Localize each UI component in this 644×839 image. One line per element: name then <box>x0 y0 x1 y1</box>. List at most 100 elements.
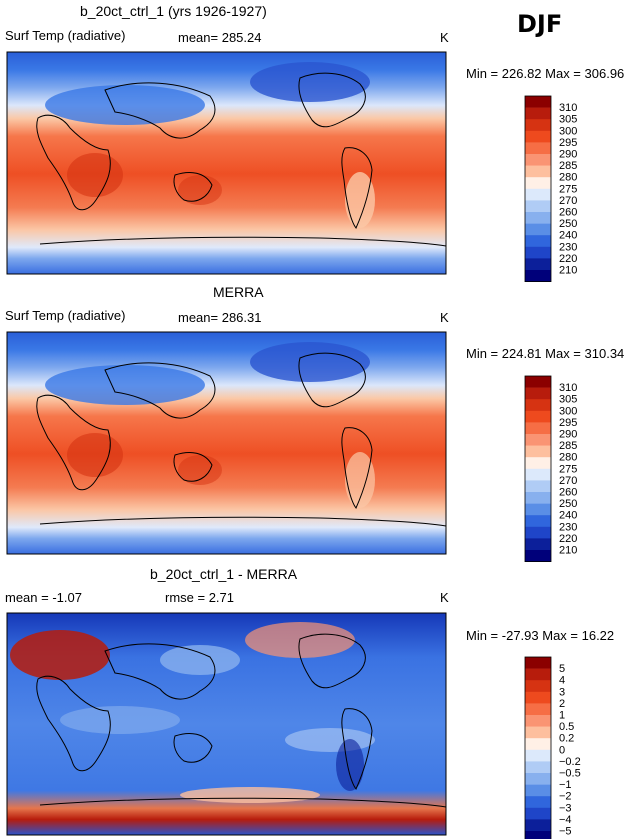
colorbar-2-tick-label: 240 <box>559 510 577 522</box>
colorbar-1-segment <box>525 188 551 201</box>
colorbar-3-tick-label: −4 <box>559 814 572 826</box>
colorbar-1-segment <box>525 223 551 236</box>
panel-2-mean: mean= 286.31 <box>178 310 262 325</box>
colorbar-2-segment <box>525 468 551 481</box>
colorbar-1-segment <box>525 212 551 224</box>
colorbar-3-tick-label: −0.5 <box>559 768 581 780</box>
colorbar-3-segment <box>525 784 551 797</box>
colorbar-1-tick-label: 305 <box>559 114 577 126</box>
colorbar-3-segment <box>525 668 551 681</box>
colorbar-1-tick-label: 230 <box>559 241 577 253</box>
colorbar-3-segment <box>525 715 551 727</box>
colorbar-3-tick-label: −5 <box>559 826 572 838</box>
panel-3-units: K <box>440 590 449 605</box>
map-2 <box>6 331 447 555</box>
colorbar-2-segment <box>525 376 551 388</box>
colorbar-2-segment <box>525 445 551 458</box>
colorbar-2-segment <box>525 515 551 528</box>
colorbar-1-outline <box>524 95 552 283</box>
colorbar-1-tick-label: 260 <box>559 207 577 219</box>
colorbar-3-tick-label: −3 <box>559 802 572 814</box>
colorbar-3-tick-label: 3 <box>559 686 565 698</box>
colorbar-3-segment <box>525 796 551 809</box>
colorbar-1-segment <box>525 107 551 120</box>
colorbar-1-tick-label: 285 <box>559 160 577 172</box>
colorbar-1-segment <box>525 154 551 166</box>
colorbar-1-segment <box>525 246 551 259</box>
panel-3-rmse: rmse = 2.71 <box>165 590 235 605</box>
colorbar-3-tick-label: 5 <box>559 663 565 675</box>
colorbar-2-segment <box>525 480 551 493</box>
colorbar-2-tick-label: 230 <box>559 521 577 533</box>
map-1 <box>6 51 447 275</box>
colorbar-2-tick-label: 270 <box>559 475 577 487</box>
colorbar-3-tick-label: 4 <box>559 675 565 687</box>
colorbar-3-tick-label: 0 <box>559 744 565 756</box>
panel-2-title: MERRA <box>213 284 264 300</box>
colorbar-2-outline <box>524 375 552 563</box>
colorbar-3-tick-label: 1 <box>559 710 565 722</box>
colorbar-2-segment <box>525 550 551 562</box>
colorbar-3-tick-label: 0.2 <box>559 733 574 745</box>
panel-2-variable: Surf Temp (radiative) <box>5 308 126 323</box>
colorbar-2-tick-label: 250 <box>559 498 577 510</box>
colorbar-1-tick-label: 300 <box>559 125 577 137</box>
colorbar-2-tick-label: 290 <box>559 429 577 441</box>
colorbar-3-segment <box>525 819 551 832</box>
panel-1-units: K <box>440 30 449 45</box>
colorbar-3-segment <box>525 657 551 669</box>
colorbar-3-segment <box>525 691 551 704</box>
colorbar-2-tick-label: 275 <box>559 463 577 475</box>
colorbar-2-segment <box>525 387 551 400</box>
colorbar-3-segment <box>525 726 551 739</box>
colorbar-3-tick-label: −0.2 <box>559 756 581 768</box>
colorbar-2-segment <box>525 410 551 423</box>
colorbar-2-tick-label: 300 <box>559 405 577 417</box>
panel-3-title: b_20ct_ctrl_1 - MERRA <box>150 566 298 582</box>
colorbar-3-outline <box>524 656 552 839</box>
colorbar-1-segment <box>525 96 551 108</box>
colorbar-3-segment <box>525 761 551 774</box>
colorbar-1-tick-label: 290 <box>559 149 577 161</box>
colorbar-1-segment <box>525 270 551 282</box>
panel-3-mean: mean = -1.07 <box>5 590 82 605</box>
panel-2-minmax: Min = 224.81 Max = 310.34 <box>466 346 625 361</box>
colorbar-2-segment <box>525 457 551 470</box>
colorbar-1-tick-label: 270 <box>559 195 577 207</box>
colorbar-1-tick-label: 275 <box>559 183 577 195</box>
colorbar-3-segment <box>525 831 551 839</box>
panel-2-units: K <box>440 310 449 325</box>
panel-1-title: b_20ct_ctrl_1 (yrs 1926-1927) <box>80 3 267 19</box>
colorbar-2-tick-label: 210 <box>559 545 577 557</box>
colorbar-2-segment <box>525 503 551 516</box>
colorbar-2-segment <box>525 399 551 412</box>
colorbar-1-segment <box>525 235 551 248</box>
colorbar-1-tick-label: 210 <box>559 265 577 277</box>
colorbar-2-tick-label: 295 <box>559 417 577 429</box>
colorbar-3-segment <box>525 773 551 785</box>
colorbar-3-segment <box>525 703 551 716</box>
colorbar-2: 3103053002952902852802752702602502402302… <box>524 375 577 563</box>
colorbar-1-tick-label: 310 <box>559 102 577 114</box>
colorbar-1-segment <box>525 177 551 190</box>
colorbar-1: 3103053002952902852802752702602502402302… <box>524 95 577 283</box>
colorbar-2-segment <box>525 434 551 446</box>
panel-1-variable: Surf Temp (radiative) <box>5 28 126 43</box>
colorbar-2-segment <box>525 538 551 551</box>
colorbar-3-segment <box>525 807 551 820</box>
colorbar-1-tick-label: 250 <box>559 218 577 230</box>
colorbar-2-segment <box>525 526 551 539</box>
colorbar-1-tick-label: 295 <box>559 137 577 149</box>
colorbar-1-segment <box>525 165 551 178</box>
colorbar-2-tick-label: 305 <box>559 394 577 406</box>
colorbar-3-segment <box>525 749 551 762</box>
colorbar-3-tick-label: −2 <box>559 791 572 803</box>
colorbar-3-tick-label: −1 <box>559 779 572 791</box>
colorbar-1-segment <box>525 258 551 271</box>
colorbar-3-segment <box>525 738 551 751</box>
colorbar-1-segment <box>525 200 551 213</box>
colorbar-2-tick-label: 310 <box>559 382 577 394</box>
colorbar-2-tick-label: 220 <box>559 533 577 545</box>
colorbar-1-tick-label: 240 <box>559 230 577 242</box>
